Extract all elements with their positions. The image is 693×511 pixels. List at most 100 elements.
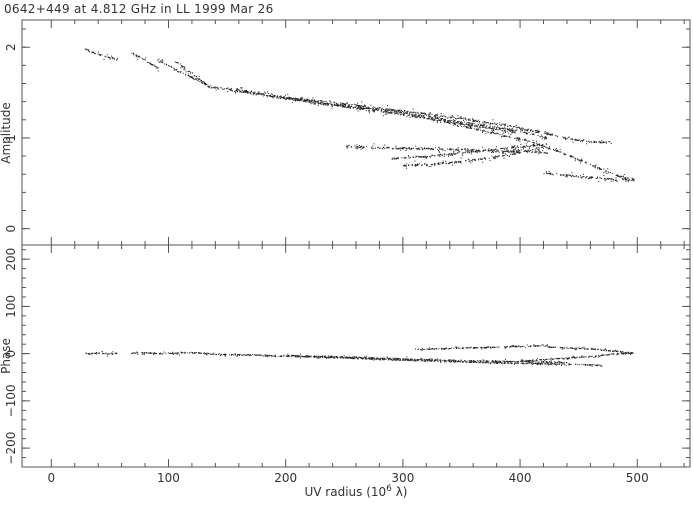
amplitude-data-point <box>313 101 315 103</box>
phase-data-point <box>428 359 430 361</box>
amplitude-data-point <box>457 121 459 122</box>
amplitude-data-point <box>461 125 463 127</box>
phase-data-point <box>521 363 523 364</box>
phase-data-point <box>85 352 87 354</box>
amplitude-data-point <box>469 152 471 154</box>
phase-data-point <box>116 352 118 354</box>
phase-data-point <box>111 354 113 356</box>
phase-data-point <box>287 355 289 357</box>
amplitude-data-point <box>616 174 617 176</box>
amplitude-data-point <box>503 152 505 154</box>
phase-data-point <box>353 357 355 359</box>
phase-data-point <box>575 349 577 351</box>
phase-data-point <box>597 356 599 358</box>
phase-data-point <box>547 346 549 348</box>
amplitude-data-point <box>218 88 220 90</box>
amplitude-data-point <box>562 136 564 138</box>
phase-data-point <box>509 346 511 347</box>
amplitude-data-point <box>368 109 370 111</box>
amplitude-data-point <box>266 94 268 96</box>
amplitude-data-point <box>197 79 199 81</box>
amplitude-data-point <box>489 159 491 161</box>
amplitude-data-point <box>564 153 566 155</box>
phase-data-point <box>457 347 459 349</box>
amplitude-data-point <box>386 113 387 115</box>
phase-data-point <box>540 363 542 365</box>
amplitude-data-point <box>390 112 392 114</box>
amplitude-data-point <box>417 116 419 118</box>
amplitude-data-point <box>248 91 250 93</box>
phase-data-point <box>488 346 490 348</box>
amplitude-data-point <box>262 95 264 97</box>
amplitude-data-point <box>442 162 444 164</box>
amplitude-data-point <box>538 149 540 151</box>
amplitude-data-point <box>547 172 549 174</box>
amplitude-data-point <box>402 147 404 149</box>
phase-data-point <box>274 355 276 357</box>
amplitude-data-point <box>580 139 582 141</box>
phase-data-point <box>593 364 595 366</box>
amplitude-data-point <box>457 122 459 124</box>
amplitude-data-point <box>510 130 511 132</box>
phase-data-point <box>607 354 609 356</box>
amplitude-data-point <box>159 60 161 62</box>
amplitude-data-point <box>366 108 367 109</box>
amplitude-data-point <box>375 109 377 111</box>
amplitude-data-point <box>358 105 360 107</box>
amplitude-data-point <box>327 104 329 106</box>
amplitude-data-point <box>258 91 259 93</box>
amplitude-data-point <box>477 124 479 126</box>
amplitude-data-point <box>308 101 310 103</box>
amplitude-data-point <box>272 96 274 97</box>
amplitude-data-point <box>387 105 388 107</box>
phase-data-point <box>357 358 359 360</box>
amplitude-data-point <box>393 110 395 112</box>
phase-data-point <box>535 345 537 347</box>
amplitude-data-point <box>489 127 491 129</box>
amplitude-data-point <box>443 121 445 123</box>
amplitude-data-point <box>526 132 528 134</box>
phase-data-point <box>439 359 441 361</box>
phase-data-point <box>256 354 258 356</box>
amplitude-data-point <box>512 129 514 131</box>
phase-data-point <box>422 358 424 360</box>
amplitude-data-point <box>512 150 514 152</box>
phase-data-point <box>594 355 596 357</box>
phase-data-point <box>396 359 398 361</box>
amplitude-data-point <box>439 119 441 121</box>
amplitude-data-point <box>392 110 394 112</box>
amplitude-data-point <box>551 133 553 135</box>
amplitude-data-point <box>448 163 449 165</box>
phase-data-point <box>551 362 553 364</box>
amplitude-data-point <box>517 150 519 152</box>
amplitude-data-point <box>490 132 492 134</box>
phase-data-point <box>575 364 577 365</box>
amplitude-data-point <box>449 120 451 122</box>
amplitude-data-point <box>632 178 634 180</box>
amplitude-data-point <box>503 130 505 132</box>
amplitude-data-point <box>205 83 207 84</box>
amplitude-data-point <box>626 178 628 180</box>
phase-data-point <box>560 347 562 349</box>
phase-data-point <box>112 351 114 353</box>
amplitude-data-point <box>390 110 392 112</box>
phase-data-point <box>267 355 269 357</box>
amplitude-data-point <box>226 88 228 90</box>
phase-data-point <box>526 360 528 362</box>
amplitude-data-point <box>397 148 399 150</box>
amplitude-data-point <box>526 133 528 135</box>
phase-data-point <box>575 357 577 359</box>
phase-data-point <box>361 357 363 358</box>
phase-data-point <box>583 348 585 350</box>
amplitude-data-point <box>503 155 505 156</box>
amplitude-data-point <box>438 146 440 148</box>
phase-data-point <box>494 346 496 348</box>
amplitude-data-point <box>374 107 376 108</box>
amplitude-data-point <box>493 150 495 152</box>
amplitude-data-point <box>272 94 273 96</box>
amplitude-data-point <box>362 106 364 108</box>
amplitude-data-point <box>488 157 490 159</box>
amplitude-data-point <box>540 136 542 138</box>
amplitude-data-point <box>536 151 538 153</box>
amplitude-data-point <box>498 126 500 128</box>
